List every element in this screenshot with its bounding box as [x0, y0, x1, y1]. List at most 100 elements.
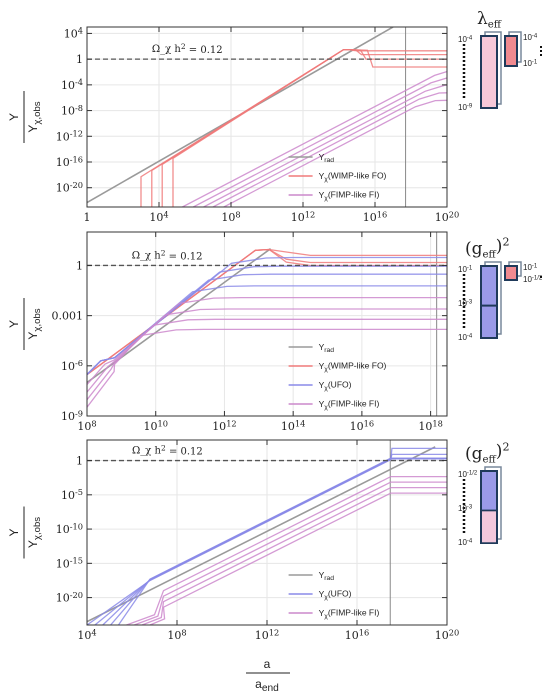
y-tick-label: 0.001 [52, 310, 84, 323]
ufo-line [87, 273, 447, 376]
ufo-line [117, 457, 447, 625]
legend-label: Yrad [319, 342, 335, 354]
plot-frame [86, 26, 448, 208]
inset-tick-label: 10-1 [458, 265, 473, 274]
fimp-fi-line [182, 68, 447, 207]
wimp-fo-line [140, 48, 447, 207]
fimp-fi-line [87, 328, 447, 408]
panel-middle: Ω_χ h2 = 0.12 108 1010 1012 1014 1016 1018 1 0.0… [7, 231, 543, 433]
fimp-fi-line [87, 318, 447, 401]
x-tick-label: 108 [221, 209, 240, 224]
y-axis-label-numerator: Y [7, 320, 21, 328]
plot-area [87, 232, 447, 416]
inset-bar-b [504, 261, 522, 281]
ufo-line [102, 458, 447, 625]
wimp-fo-line [161, 48, 447, 207]
ufo-line [87, 265, 447, 376]
plot-area [87, 27, 447, 207]
x-tick-label: 104 [77, 627, 96, 642]
wimp-fo-line [87, 248, 447, 376]
inset-bar-a [480, 261, 502, 339]
ufo-line [94, 453, 447, 625]
y-tick-label: 10-16 [56, 154, 83, 169]
fimp-fi-line [192, 75, 447, 207]
y-tick-label: 10-15 [56, 556, 83, 571]
inset-tick-label: 10-1 [523, 59, 538, 68]
legend-label: Yχ(FIMP-like FI) [319, 607, 380, 620]
y-axis-label: Y Yχ,obs [7, 506, 43, 559]
legend-label: Yχ(UFO) [319, 588, 352, 601]
legend-label: Yχ(UFO) [319, 379, 352, 392]
x-tick-label: 1016 [345, 627, 370, 642]
inset-bar-a [480, 466, 502, 544]
inset-title: λeff [477, 9, 502, 31]
inset-tick-label: 10-4 [458, 35, 473, 44]
x-tick-label: 1016 [363, 209, 388, 224]
x-tick-label: 1020 [435, 209, 460, 224]
legend-label: Yχ(WIMP-like FO) [319, 360, 387, 373]
ufo-line [110, 457, 447, 625]
x-axis-numerator: a [264, 657, 271, 671]
y-tick-label: 10-20 [56, 590, 83, 605]
legend: Yrad Yχ(UFO) Yχ(FIMP-like FI) [288, 570, 380, 620]
y-tick-label: 10-10 [56, 521, 83, 536]
y-axis-label-denominator: Yχ,obs [26, 101, 43, 132]
wimp-fo-line [87, 248, 447, 376]
fimp-fi-line [134, 481, 447, 625]
inset-title: (geff)2 [465, 236, 509, 261]
ufo-line [87, 285, 447, 376]
relic-annotation: Ω_χ h2 = 0.12 [152, 42, 223, 56]
x-axis-denominator: aend [255, 677, 279, 694]
fimp-fi-line [141, 486, 447, 625]
wimp-fo-line [151, 48, 447, 207]
y-axis-label-denominator: Yχ,obs [26, 308, 43, 339]
x-tick-label: 1014 [281, 418, 306, 433]
x-tick-label: 104 [149, 209, 168, 224]
fimp-fi-line [149, 492, 447, 625]
x-tick-label: 1012 [255, 627, 280, 642]
fimp-fi-line [87, 296, 447, 386]
inset-tick-label: 10-4 [523, 33, 538, 42]
y-axis-label-numerator: Y [7, 113, 21, 121]
y-tick-label: 10-4 [61, 77, 83, 92]
legend: Yrad Yχ(WIMP-like FO) Yχ(FIMP-like FI) [288, 152, 387, 202]
y-rad-line [87, 446, 436, 623]
inset-tick-label: 10-1/2 [458, 470, 478, 479]
x-axis-title: a aend [246, 657, 290, 694]
y-tick-label: 1 [76, 53, 83, 66]
y-tick-label: 10-6 [61, 358, 83, 373]
wimp-fo-line [87, 248, 447, 376]
fimp-fi-line [223, 99, 447, 207]
x-tick-label: 1012 [291, 209, 316, 224]
legend-label: Yχ(WIMP-like FO) [319, 170, 387, 183]
x-tick-label: 1 [84, 211, 91, 224]
plot-frame [86, 231, 448, 417]
y-tick-label: 10-9 [61, 408, 83, 423]
y-axis-label-denominator: Yχ,obs [26, 517, 43, 548]
y-axis-label-numerator: Y [7, 528, 21, 536]
x-tick-label: 1018 [418, 418, 443, 433]
y-axis-label: Y Yχ,obs [7, 91, 43, 143]
inset-tick-label: 10-9 [458, 103, 473, 112]
legend-label: Yrad [319, 152, 335, 164]
y-tick-label: 1 [76, 259, 83, 272]
inset-tick-label: 10-4 [458, 538, 473, 547]
y-tick-label: 10-20 [56, 180, 83, 195]
x-tick-label: 108 [77, 418, 96, 433]
panel-top: Ω_χ h2 = 0.12 1 104 108 1012 1016 1020 104 1 10-4… [7, 9, 542, 224]
y-tick-label: 10-12 [56, 129, 83, 144]
legend-label: Yχ(FIMP-like FI) [319, 398, 380, 411]
relic-annotation: Ω_χ h2 = 0.12 [132, 444, 203, 458]
inset-tick-label: 10-1 [523, 263, 538, 272]
legend-label: Yrad [319, 570, 335, 582]
y-tick-label: 1 [76, 455, 83, 468]
relic-annotation: Ω_χ h2 = 0.12 [132, 248, 203, 262]
inset-tick-label: 10-3 [458, 504, 473, 513]
inset-tick-label: 10-3 [458, 299, 473, 308]
y-axis-label: Y Yχ,obs [7, 298, 43, 350]
inset-title: (geff)2 [465, 441, 509, 466]
fimp-fi-line [212, 92, 447, 207]
inset-bar-b [504, 31, 522, 67]
x-tick-label: 1010 [143, 418, 168, 433]
